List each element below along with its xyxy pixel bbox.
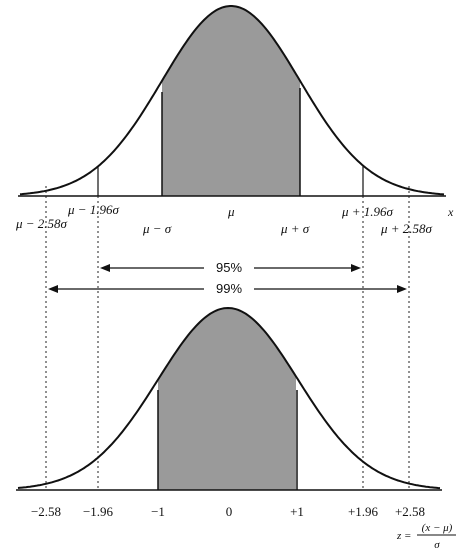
z-formula-numerator: (x − μ)	[422, 522, 453, 534]
bottom-panel: −2.58 −1.96 −1 0 +1 +1.96 +2.58 z = (x −…	[16, 306, 456, 551]
z-formula-denominator: σ	[434, 539, 440, 551]
top-shaded-region	[162, 6, 300, 196]
bottom-tick-plus-258: +2.58	[395, 504, 425, 519]
bottom-shaded-region	[158, 308, 296, 490]
bottom-tick-plus-1: +1	[290, 504, 304, 519]
interval-99: 99%	[48, 281, 407, 296]
top-label-mu-minus-258: μ − 2.58σ	[15, 216, 68, 231]
top-label-mu-minus-196: μ − 1.96σ	[67, 202, 120, 217]
bottom-tick-zero: 0	[226, 504, 233, 519]
top-normal-curve	[19, 5, 445, 196]
interval-99-arrow-left	[48, 285, 58, 293]
z-formula-lhs: z =	[396, 530, 411, 542]
interval-99-label: 99%	[216, 281, 242, 296]
interval-99-arrow-right	[397, 285, 407, 293]
interval-95: 95%	[100, 260, 361, 275]
interval-95-label: 95%	[216, 260, 242, 275]
bottom-normal-curve	[17, 306, 441, 490]
top-axis-variable: x	[447, 205, 454, 219]
top-label-mu-plus-196: μ + 1.96σ	[341, 204, 394, 219]
bottom-tick-minus-1: −1	[151, 504, 165, 519]
bottom-tick-minus-258: −2.58	[31, 504, 61, 519]
interval-95-arrow-left	[100, 264, 110, 272]
bottom-tick-minus-196: −1.96	[83, 504, 114, 519]
top-label-mu-plus-sigma: μ + σ	[280, 221, 310, 236]
top-label-mu-plus-258: μ + 2.58σ	[380, 221, 433, 236]
dotted-guides	[45, 186, 410, 490]
z-formula: z = (x − μ) σ	[396, 522, 456, 551]
top-label-mu-minus-sigma: μ − σ	[142, 221, 172, 236]
top-label-mu: μ	[227, 204, 235, 219]
top-panel: μ − 2.58σ μ − 1.96σ μ − σ μ μ + σ μ + 1.…	[15, 5, 454, 236]
bottom-tick-plus-196: +1.96	[348, 504, 379, 519]
interval-95-arrow-right	[351, 264, 361, 272]
